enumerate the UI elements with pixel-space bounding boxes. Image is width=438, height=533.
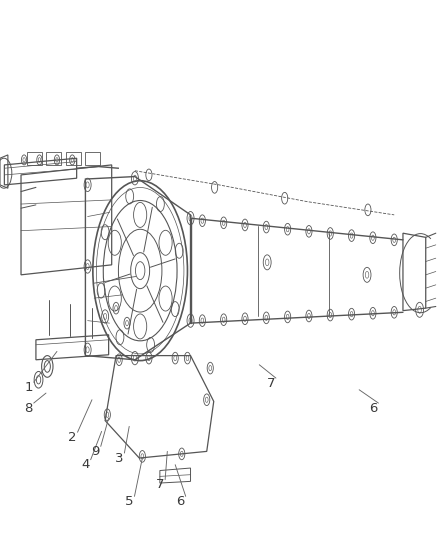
Text: 6: 6 — [369, 401, 378, 415]
Text: 1: 1 — [24, 381, 33, 394]
Text: 7: 7 — [155, 478, 164, 491]
Text: 7: 7 — [266, 377, 275, 390]
Text: 2: 2 — [68, 431, 77, 444]
Text: 9: 9 — [91, 445, 100, 458]
Text: 4: 4 — [81, 458, 90, 471]
Text: 6: 6 — [176, 495, 185, 508]
Text: 3: 3 — [115, 451, 124, 465]
Text: 8: 8 — [24, 401, 33, 415]
Text: 5: 5 — [125, 495, 134, 508]
